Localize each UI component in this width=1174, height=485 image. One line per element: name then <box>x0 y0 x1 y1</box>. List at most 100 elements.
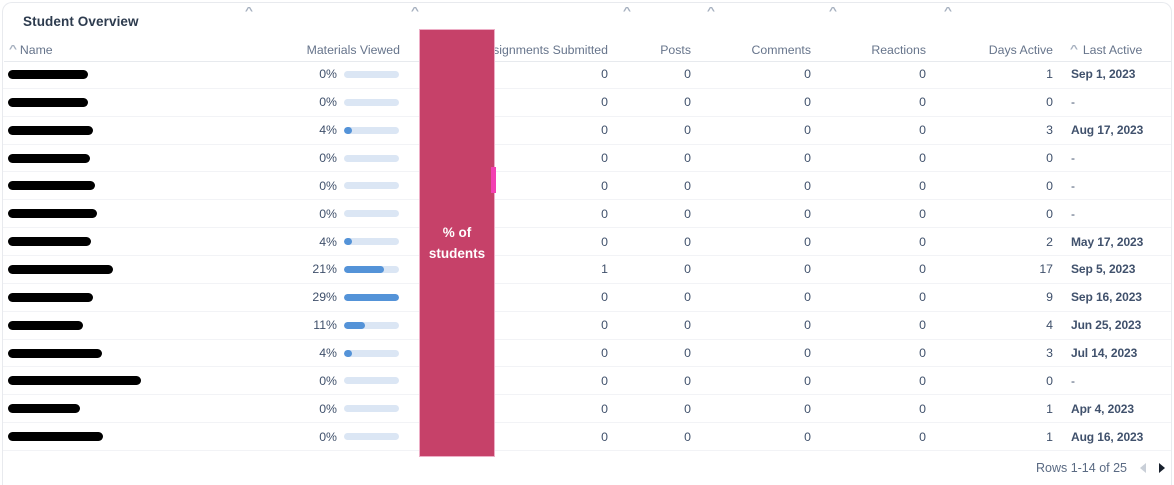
previous-page-icon[interactable] <box>1140 463 1146 473</box>
reactions-cell: 0 <box>919 206 926 221</box>
comments-cell: 0 <box>804 234 811 249</box>
materials-progress-track <box>344 210 399 218</box>
sort-caret-icon[interactable]: ^ <box>410 6 420 17</box>
table-row: 4% 0 0 0 0 3 Jul 14, 2023 <box>3 340 1171 368</box>
student-name-cell <box>3 97 303 107</box>
sort-caret-icon[interactable]: ^ <box>622 6 632 17</box>
redacted-name-bar <box>8 209 97 219</box>
materials-progress-track <box>344 405 399 413</box>
last-active-cell: May 17, 2023 <box>1071 234 1144 249</box>
comments-cell: 0 <box>804 346 811 361</box>
redacted-name-bar <box>8 264 113 274</box>
reactions-cell: 0 <box>919 262 926 277</box>
materials-viewed-cell: 0% <box>303 67 403 81</box>
student-name-cell <box>3 69 303 79</box>
assignments-submitted-cell: 0 <box>601 95 608 110</box>
column-header-last-active-label: Last Active <box>1082 43 1143 57</box>
reactions-cell: 0 <box>919 429 926 444</box>
days-active-cell: 1 <box>1046 429 1053 444</box>
last-active-cell: Sep 5, 2023 <box>1071 262 1136 277</box>
reactions-cell: 0 <box>919 123 926 138</box>
posts-cell: 0 <box>684 178 691 193</box>
last-active-cell: - <box>1071 95 1075 110</box>
sort-caret-icon[interactable]: ^ <box>706 6 716 17</box>
posts-cell: 0 <box>684 401 691 416</box>
materials-viewed-percent: 21% <box>312 262 337 277</box>
reactions-cell: 0 <box>919 346 926 361</box>
table-row: 4% 0 0 0 0 2 May 17, 2023 <box>3 228 1171 257</box>
days-active-cell: 17 <box>1039 262 1053 277</box>
assignments-submitted-cell: 0 <box>601 401 608 416</box>
table-row: 0% 0 0 0 0 1 Aug 16, 2023 <box>3 423 1171 452</box>
materials-progress-fill <box>344 265 384 273</box>
comments-cell: 0 <box>804 95 811 110</box>
column-header-materials-viewed[interactable]: Materials Viewed <box>303 43 403 57</box>
days-active-cell: 0 <box>1046 373 1053 388</box>
reactions-cell: 0 <box>919 178 926 193</box>
days-active-cell: 0 <box>1046 206 1053 221</box>
last-active-cell: Aug 16, 2023 <box>1071 429 1144 444</box>
sort-caret-icon[interactable]: ^ <box>1069 44 1079 55</box>
banner-line2: students <box>428 246 486 261</box>
posts-cell: 0 <box>684 318 691 333</box>
comments-cell: 0 <box>804 373 811 388</box>
table-row: 0% 0 0 0 0 0 - <box>3 172 1171 201</box>
student-name-cell <box>3 209 303 219</box>
column-header-posts[interactable]: Posts <box>608 43 691 57</box>
posts-cell: 0 <box>684 151 691 165</box>
student-name-cell <box>3 237 303 247</box>
materials-viewed-percent: 0% <box>319 401 337 416</box>
column-header-last-active[interactable]: ^ Last Active <box>1053 43 1171 57</box>
assignments-submitted-cell: 0 <box>601 206 608 221</box>
sort-caret-icon[interactable]: ^ <box>828 6 838 17</box>
redacted-name-bar <box>8 237 91 247</box>
materials-progress-track <box>344 433 399 441</box>
days-active-cell: 0 <box>1046 95 1053 110</box>
reactions-cell: 0 <box>919 290 926 305</box>
materials-viewed-percent: 11% <box>313 318 337 333</box>
student-name-cell <box>3 376 303 386</box>
assignments-submitted-cell: 0 <box>601 123 608 138</box>
column-header-assignments-submitted[interactable]: Assignments Submitted <box>403 43 608 57</box>
sort-caret-icon[interactable]: ^ <box>8 44 18 55</box>
last-active-cell: Aug 17, 2023 <box>1071 123 1144 138</box>
banner-line1: % of <box>442 225 472 240</box>
materials-progress-track <box>344 377 399 385</box>
materials-viewed-percent: 4% <box>319 346 337 361</box>
last-active-cell: Sep 1, 2023 <box>1071 67 1136 82</box>
column-header-name[interactable]: ^ Name <box>3 43 303 57</box>
posts-cell: 0 <box>684 67 691 82</box>
comments-cell: 0 <box>804 206 811 221</box>
sort-caret-icon[interactable]: ^ <box>244 6 254 17</box>
percent-of-students-banner: % of students <box>419 29 495 457</box>
materials-progress-fill <box>344 126 352 134</box>
next-page-icon[interactable] <box>1159 463 1165 473</box>
column-header-comments[interactable]: Comments <box>691 43 811 57</box>
redacted-name-bar <box>8 181 95 191</box>
materials-viewed-cell: 0% <box>303 430 403 444</box>
reactions-cell: 0 <box>919 151 926 165</box>
materials-viewed-cell: 4% <box>303 346 403 360</box>
column-header-reactions-label: Reactions <box>871 43 926 57</box>
table-row: 29% 0 0 0 0 9 Sep 16, 2023 <box>3 284 1171 312</box>
materials-progress-track <box>344 321 399 329</box>
assignments-submitted-cell: 1 <box>601 262 608 277</box>
table-row: 0% 0 0 0 0 0 - <box>3 200 1171 229</box>
materials-viewed-cell: 29% <box>303 290 403 304</box>
reactions-cell: 0 <box>919 95 926 110</box>
column-header-reactions[interactable]: Reactions <box>811 43 926 57</box>
student-name-cell <box>3 320 303 330</box>
comments-cell: 0 <box>804 262 811 277</box>
column-header-days-active[interactable]: Days Active <box>926 43 1053 57</box>
materials-progress-track <box>344 126 399 134</box>
table-header-row: ^ Name Materials Viewed Assignments Subm… <box>3 39 1171 61</box>
reactions-cell: 0 <box>919 234 926 249</box>
table-row: 11% 0 0 0 0 4 Jun 25, 2023 <box>3 312 1171 340</box>
comments-cell: 0 <box>804 401 811 416</box>
column-header-posts-label: Posts <box>660 43 691 57</box>
pagination: Rows 1-14 of 25 <box>1036 456 1165 480</box>
posts-cell: 0 <box>684 373 691 388</box>
days-active-cell: 4 <box>1046 318 1053 333</box>
posts-cell: 0 <box>684 123 691 138</box>
sort-caret-icon[interactable]: ^ <box>943 6 953 17</box>
